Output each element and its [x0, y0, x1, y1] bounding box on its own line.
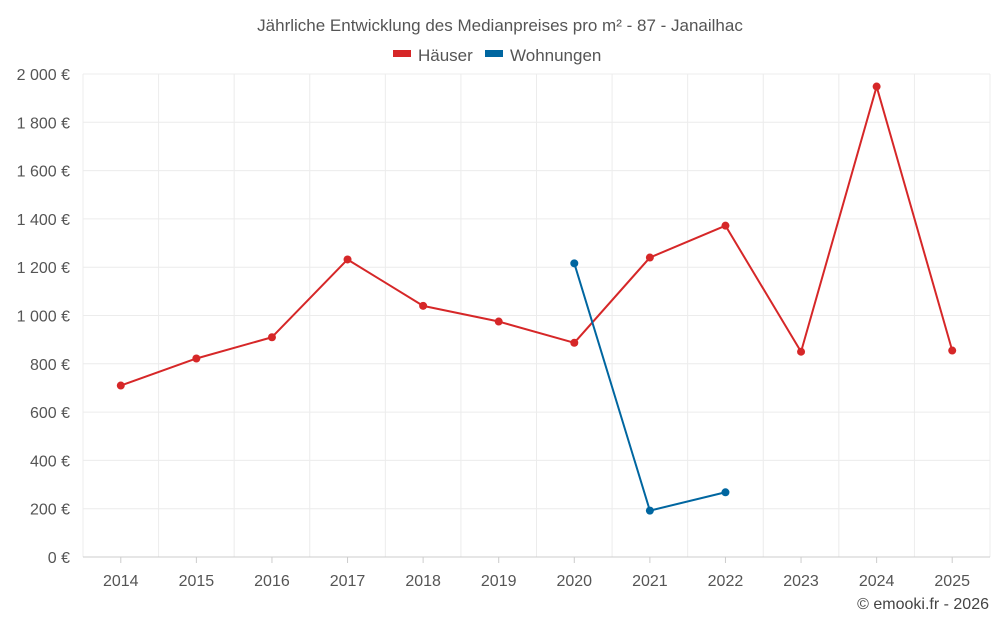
data-point-hauser[interactable]: [267, 333, 276, 342]
x-tick-label: 2018: [405, 573, 441, 590]
data-point-hauser[interactable]: [948, 346, 957, 355]
y-tick-label: 1 600 €: [17, 164, 70, 181]
data-point-hauser[interactable]: [570, 338, 579, 347]
y-tick-label: 1 000 €: [17, 309, 70, 326]
data-point-wohnungen[interactable]: [570, 259, 579, 268]
y-tick-label: 1 400 €: [17, 212, 70, 229]
y-tick-label: 1 200 €: [17, 260, 70, 277]
x-tick-label: 2025: [934, 573, 970, 590]
x-tick-label: 2019: [481, 573, 517, 590]
y-tick-label: 200 €: [30, 502, 70, 519]
x-tick-label: 2023: [783, 573, 819, 590]
data-point-hauser[interactable]: [192, 354, 201, 363]
x-tick-label: 2016: [254, 573, 290, 590]
data-point-hauser[interactable]: [419, 301, 428, 310]
series-points: [116, 82, 957, 515]
y-tick-label: 400 €: [30, 453, 70, 470]
data-point-hauser[interactable]: [494, 317, 503, 326]
series-line-hauser: [120, 85, 954, 387]
credit-text: © emooki.fr - 2026: [857, 596, 989, 613]
legend-label-wohnungen[interactable]: Wohnungen: [510, 46, 601, 65]
data-point-wohnungen[interactable]: [645, 506, 654, 515]
x-tick-label: 2020: [556, 573, 592, 590]
data-point-hauser[interactable]: [872, 82, 881, 91]
y-tick-label: 800 €: [30, 357, 70, 374]
legend-label-hauser[interactable]: Häuser: [418, 46, 473, 65]
data-point-wohnungen[interactable]: [721, 488, 730, 497]
data-point-hauser[interactable]: [645, 253, 654, 262]
legend-swatch-hauser: [393, 50, 411, 57]
x-tick-label: 2017: [330, 573, 366, 590]
x-tick-label: 2021: [632, 573, 668, 590]
x-tick-label: 2014: [103, 573, 139, 590]
y-tick-label: 1 800 €: [17, 115, 70, 132]
x-axis-ticks: 2014 2015 2016 2017 2018 2019 2020 2021 2022 2023…: [103, 557, 970, 590]
x-tick-label: 2022: [708, 573, 744, 590]
legend-swatch-wohnungen: [485, 50, 503, 57]
series-line-wohnungen: [573, 263, 726, 512]
y-tick-label: 0 €: [48, 550, 70, 567]
chart-title: Jährliche Entwicklung des Medianpreises …: [257, 16, 743, 35]
x-tick-label: 2015: [179, 573, 215, 590]
data-point-hauser[interactable]: [343, 255, 352, 264]
y-axis-ticks: 0 € 200 € 400 € 600 € 800 € 1 000 € 1 200 € 1 4…: [17, 67, 70, 567]
data-point-hauser[interactable]: [116, 381, 125, 390]
legend[interactable]: Häuser Wohnungen: [393, 46, 601, 65]
horizontal-gridlines: [83, 73, 990, 510]
y-tick-label: 600 €: [30, 405, 70, 422]
x-tick-label: 2024: [859, 573, 895, 590]
data-point-hauser[interactable]: [721, 221, 730, 230]
data-point-hauser[interactable]: [797, 347, 806, 356]
y-tick-label: 2 000 €: [17, 67, 70, 84]
